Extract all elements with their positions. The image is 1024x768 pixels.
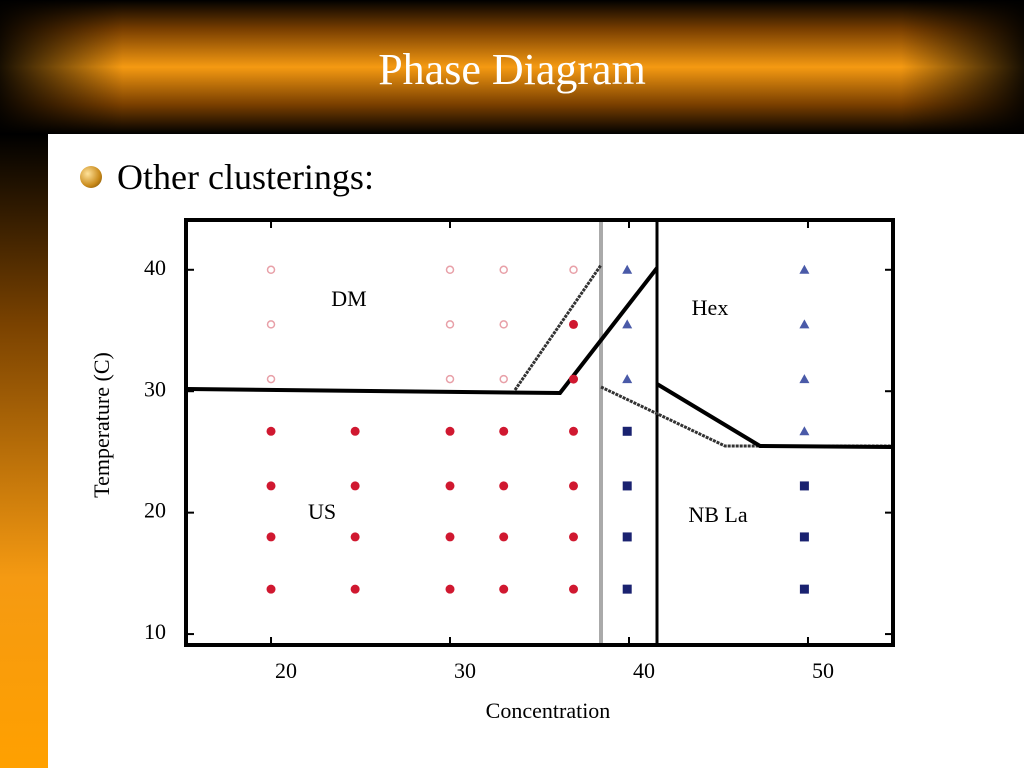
x-tick-label: 50 [812,658,834,683]
header-bar [0,0,1024,134]
x-axis-label: Concentration [486,698,611,723]
point [569,426,579,436]
point [266,320,276,329]
x-tick-label: 40 [633,658,655,683]
x-tick-label: 30 [454,658,476,683]
plot-area [186,220,893,645]
point [266,265,276,275]
region-label: US [308,499,336,524]
point [445,426,455,436]
point [445,374,455,384]
point [445,481,455,491]
point [569,319,579,329]
point [799,481,809,491]
point [622,264,633,274]
point [445,532,455,542]
side-bar [0,134,48,768]
point [445,584,455,594]
boundary-line [655,382,892,449]
point [266,584,276,594]
point [445,265,455,275]
point [569,265,578,275]
plot-frame [184,218,895,647]
region-label: Hex [692,295,729,320]
point [266,374,276,384]
point [499,584,509,594]
point [499,320,508,329]
point [622,481,632,491]
point [266,426,276,436]
point [499,481,509,491]
point [799,319,810,329]
y-tick-label: 10 [144,619,166,644]
point [799,264,810,274]
region-label: NB La [688,502,748,527]
y-tick-label: 40 [144,255,166,280]
point [569,532,579,542]
y-axis-label: Temperature (C) [89,352,114,498]
point [622,532,632,542]
slide-title: Phase Diagram [378,45,646,94]
x-tick-label: 20 [275,658,297,683]
point [569,374,579,384]
boundary-line [600,385,891,448]
point [499,374,508,384]
bullet-text: Other clusterings: [117,157,374,197]
point [569,584,579,594]
point [622,319,633,329]
point [799,584,809,594]
point [499,532,509,542]
boundary-line [513,264,603,391]
y-tick-label: 30 [144,376,166,401]
region-label: DM [331,286,366,311]
point [799,374,810,384]
point [569,481,579,491]
point [499,426,509,436]
point [499,265,508,275]
point [350,426,360,436]
boundary-line [187,266,659,396]
bullet-icon [80,166,102,188]
point [266,532,276,542]
y-tick-label: 20 [144,498,166,523]
point [350,532,360,542]
point [622,374,633,384]
point [799,426,810,436]
point [266,481,276,491]
point [622,584,632,594]
point [799,532,809,542]
point [445,320,455,329]
point [350,481,360,491]
point [622,426,632,436]
point [350,584,360,594]
